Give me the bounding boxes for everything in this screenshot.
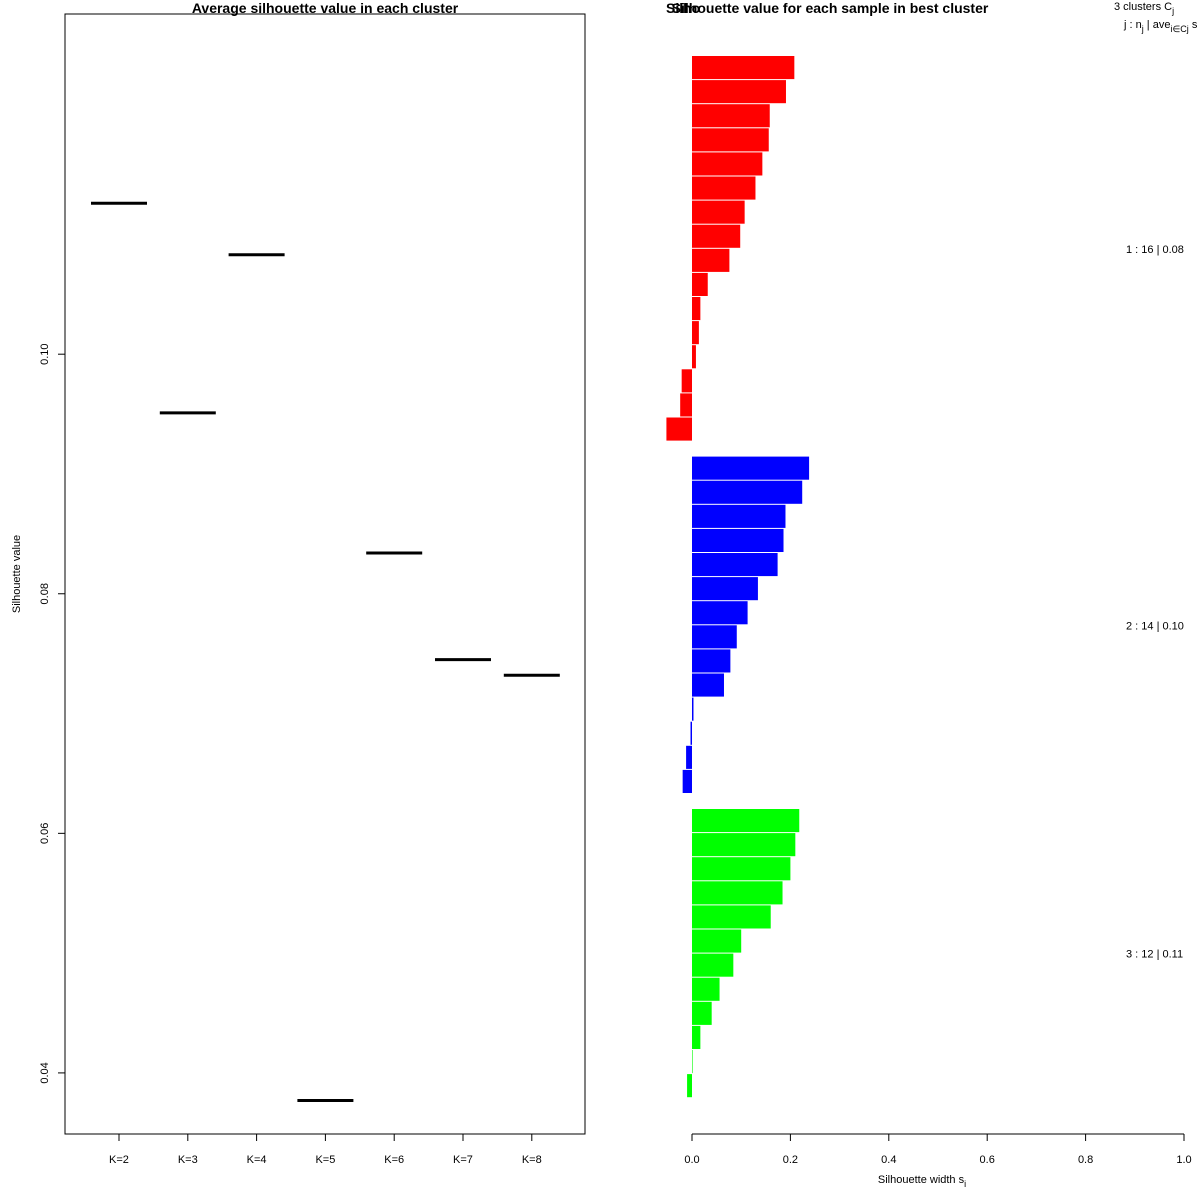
silhouette-bar-cluster-3 [692,929,742,953]
silhouette-bar-cluster-1 [692,224,741,248]
left-plot-frame [64,13,586,1135]
silhouette-bar-cluster-2 [692,504,786,528]
silhouette-bar-cluster-2 [686,745,692,769]
left-y-tick-label: 0.04 [39,1062,51,1083]
silhouette-bar-cluster-2 [692,528,784,552]
silhouette-bar-cluster-1 [692,56,795,80]
silhouette-bar-cluster-1 [666,417,692,441]
silhouette-bar-cluster-1 [692,272,708,296]
silhouette-bar-cluster-2 [692,673,724,697]
right-cluster-labels: 1 : 16 | 0.08 2 : 14 | 0.10 3 : 12 | 0.11 [1126,244,1184,961]
silhouette-bar-cluster-1 [692,248,730,272]
right-x-tick-label: 0.8 [1078,1154,1093,1166]
left-y-tick-label: 0.08 [39,583,51,604]
silhouette-bar-cluster-1 [680,393,692,417]
right-x-ticks: 0.0 0.2 0.4 0.6 0.8 1.0 [684,1134,1192,1166]
right-title-overlay: Silho [666,0,700,16]
silhouette-bar-cluster-1 [692,321,699,345]
left-x-tick-label: K=2 [109,1154,129,1166]
left-x-tick-label: K=3 [178,1154,198,1166]
left-x-tick-label: K=8 [522,1154,542,1166]
silhouette-bar-cluster-1 [692,200,745,224]
silhouette-bar-cluster-1 [692,297,701,321]
right-x-tick-label: 0.2 [783,1154,798,1166]
silhouette-bar-cluster-3 [692,881,783,905]
silhouette-bar-cluster-2 [692,649,731,673]
silhouette-bar-cluster-2 [692,553,778,577]
left-x-ticks: K=2 K=3 K=4 K=5 K=6 K=7 K=8 [109,1134,542,1166]
silhouette-bar-cluster-1 [692,176,756,200]
right-silhouette-bars [666,56,810,1098]
left-y-tick-label: 0.06 [39,823,51,844]
silhouette-bar-cluster-3 [692,833,796,857]
silhouette-bar-cluster-2 [692,480,803,504]
right-title: Silhouette value for each sample in best… [672,0,989,16]
cluster-header: 3 clusters Cj j : nj | avei∈Cj s [1114,1,1198,34]
silhouette-bar-cluster-1 [681,369,692,393]
right-x-axis-label: Silhouette width si [878,1174,966,1189]
silhouette-bar-cluster-1 [692,152,763,176]
left-panel: Average silhouette value in each cluster… [11,0,586,1166]
left-x-tick-label: K=5 [315,1154,335,1166]
silhouette-bar-cluster-3 [692,953,734,977]
silhouette-bar-cluster-2 [692,577,758,601]
silhouette-bar-cluster-2 [692,456,810,480]
right-x-tick-label: 0.0 [684,1154,699,1166]
left-title: Average silhouette value in each cluster [192,0,459,16]
silhouette-bar-cluster-3 [692,1001,712,1025]
silhouette-bar-cluster-2 [682,769,692,793]
right-x-tick-label: 0.4 [881,1154,896,1166]
left-x-tick-label: K=4 [247,1154,267,1166]
header-line-2: j : nj | avei∈Cj s [1123,19,1198,34]
silhouette-bar-cluster-2 [690,721,692,745]
cluster-1-summary-label: 1 : 16 | 0.08 [1126,244,1184,256]
silhouette-bar-cluster-3 [692,977,720,1001]
right-x-tick-label: 0.6 [980,1154,995,1166]
left-x-tick-label: K=6 [384,1154,404,1166]
silhouette-bar-cluster-2 [692,697,694,721]
left-y-ticks: 0.04 0.06 0.08 0.10 [39,343,65,1084]
silhouette-bar-cluster-3 [692,809,800,833]
right-panel: Silhouette value for each sample in best… [666,0,1198,1189]
cluster-3-summary-label: 3 : 12 | 0.11 [1126,949,1183,961]
cluster-2-summary-label: 2 : 14 | 0.10 [1126,620,1184,632]
silhouette-bar-cluster-1 [692,80,786,104]
silhouette-bar-cluster-3 [692,857,791,881]
silhouette-bar-cluster-1 [692,104,770,128]
silhouette-bar-cluster-2 [692,601,748,625]
silhouette-bar-cluster-3 [692,905,771,929]
right-x-tick-label: 1.0 [1176,1154,1191,1166]
silhouette-bar-cluster-1 [692,345,696,369]
silhouette-bar-cluster-1 [692,128,769,152]
silhouette-bar-cluster-3 [692,1050,693,1074]
silhouette-bar-cluster-3 [692,1025,701,1049]
left-y-tick-label: 0.10 [39,343,51,364]
silhouette-bar-cluster-3 [687,1074,692,1098]
silhouette-bar-cluster-2 [692,625,737,649]
left-average-marks [91,201,560,1102]
header-line-1: 3 clusters Cj [1114,1,1174,16]
left-x-tick-label: K=7 [453,1154,473,1166]
left-y-axis-label: Silhouette value [11,535,23,613]
